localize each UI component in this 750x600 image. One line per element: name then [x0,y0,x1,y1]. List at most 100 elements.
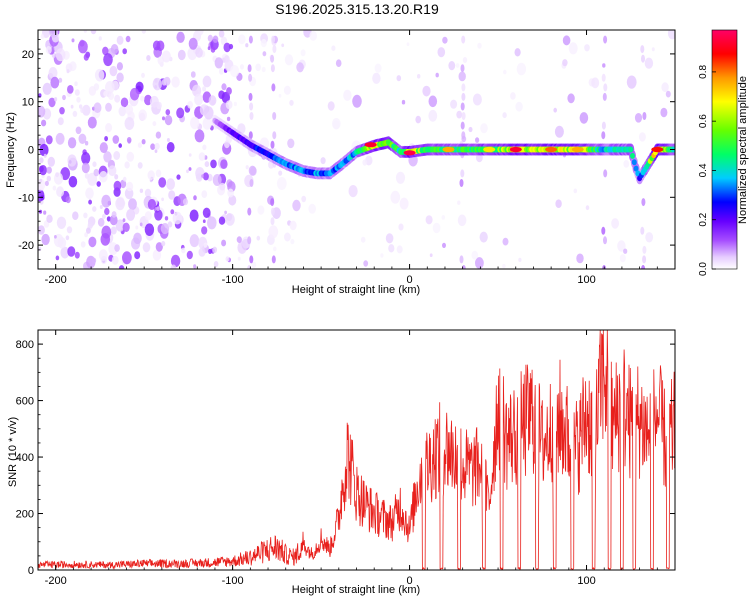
noise-blob [141,30,146,34]
noise-blob [442,242,446,248]
noise-blob [428,95,438,108]
noise-blob [122,48,127,55]
vertical-streak [601,73,606,82]
colorbar-tick-label: 0.4 [698,163,709,177]
noise-blob [573,188,578,194]
noise-blob [281,43,285,48]
noise-blob [171,76,180,88]
noise-blob [555,199,562,208]
noise-blob [441,215,446,220]
noise-blob [105,123,113,133]
noise-blob [198,152,206,161]
noise-blob [327,101,335,111]
noise-blob [52,185,57,191]
noise-blob [237,256,241,261]
noise-blob [390,190,401,204]
noise-blob [170,209,175,215]
noise-blob [207,216,217,230]
vertical-streak [601,121,606,130]
noise-blob [57,117,64,126]
vertical-streak [461,35,466,44]
vertical-streak [249,179,254,187]
noise-blob [72,110,78,117]
vertical-streak [641,265,646,269]
noise-blob [401,99,406,105]
noise-blob [457,214,467,227]
noise-blob [125,104,134,116]
ridge-cell [630,152,635,159]
noise-blob [176,174,181,180]
noise-blob [124,161,130,169]
noise-blob [45,46,52,54]
noise-blob [429,253,433,257]
noise-blob [161,240,166,247]
noise-blob [335,59,342,67]
noise-blob [101,194,111,208]
noise-blob [480,123,488,134]
noise-blob [39,209,43,214]
noise-blob [154,209,163,221]
noise-blob [83,30,87,33]
noise-blob [284,232,291,242]
y-tick-label: 20 [22,49,34,61]
noise-blob [472,93,482,106]
noise-blob [165,109,171,116]
noise-blob [462,57,468,63]
noise-blob [72,211,79,220]
vertical-streak [460,64,465,73]
noise-blob [47,156,55,167]
noise-blob [208,95,217,106]
noise-blob [170,254,181,268]
noise-blob [372,72,381,84]
bright-spot [442,146,455,153]
noise-blob [308,203,317,214]
noise-blob [147,170,155,181]
noise-blob [164,216,169,221]
noise-blob [576,253,584,264]
noise-blob [212,35,219,43]
vertical-streak [602,92,607,101]
noise-blob [230,65,240,78]
noise-blob [455,63,460,68]
noise-blob [477,42,482,49]
noise-blob [80,241,86,248]
noise-blob [457,200,461,205]
noise-blob [553,107,557,113]
noise-blob [245,43,249,48]
noise-blob [261,66,266,73]
noise-blob [122,176,127,182]
noise-blob [202,172,209,181]
x-tick-label: -100 [222,274,244,286]
colorbar: 0.0 0.2 0.4 0.6 0.8 Normalized spectral ampl… [698,29,749,276]
noise-blob [59,107,65,115]
noise-blob [100,255,107,265]
noise-blob [380,253,384,258]
noise-blob [226,116,231,122]
noise-blob [218,216,226,225]
noise-blob [74,251,80,259]
noise-blob [65,235,70,241]
noise-blob [120,179,127,189]
noise-blob [468,126,473,133]
noise-blob [233,101,237,107]
noise-blob [38,189,45,202]
noise-blob [93,102,102,113]
noise-blob [198,247,206,257]
noise-blob [202,117,212,130]
noise-blob [170,264,177,269]
noise-blob [109,65,118,77]
noise-blob [476,153,483,163]
noise-blob [161,50,171,63]
noise-blob [201,190,208,199]
noise-blob [38,225,45,235]
noise-blob [105,81,115,94]
noise-blob [396,75,402,82]
noise-blob [167,221,173,228]
noise-blob [96,181,101,187]
noise-blob [415,115,422,124]
noise-blob [104,136,108,142]
bright-spot [651,146,664,153]
noise-blob [38,246,42,252]
noise-blob [38,105,46,118]
